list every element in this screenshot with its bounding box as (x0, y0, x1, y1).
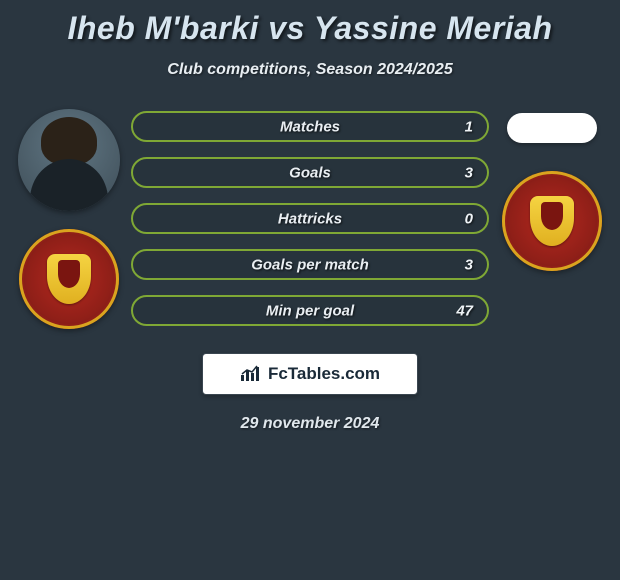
brand-badge: FcTables.com (202, 353, 418, 395)
stat-label: Matches (280, 118, 340, 135)
stat-row-goals: Goals 3 (131, 157, 489, 188)
stat-right-value: 1 (465, 118, 473, 135)
stat-row-min-per-goal: Min per goal 47 (131, 295, 489, 326)
player-right-club-crest (502, 171, 602, 271)
stat-row-hattricks: Hattricks 0 (131, 203, 489, 234)
stat-row-matches: Matches 1 (131, 111, 489, 142)
player-left-club-crest (19, 229, 119, 329)
player-left-column (6, 109, 131, 329)
player-right-column (489, 109, 614, 271)
stat-label: Goals per match (251, 256, 369, 273)
crest-shield-icon (47, 254, 91, 304)
bar-chart-icon (240, 365, 262, 383)
comparison-card: Iheb M'barki vs Yassine Meriah Club comp… (0, 0, 620, 433)
stat-label: Goals (289, 164, 331, 181)
stat-row-goals-per-match: Goals per match 3 (131, 249, 489, 280)
snapshot-date: 29 november 2024 (0, 415, 620, 433)
page-subtitle: Club competitions, Season 2024/2025 (0, 61, 620, 79)
stat-right-value: 3 (465, 256, 473, 273)
stat-right-value: 47 (456, 302, 473, 319)
stat-label: Hattricks (278, 210, 342, 227)
player-left-avatar (18, 109, 120, 211)
stat-right-value: 3 (465, 164, 473, 181)
stat-label: Min per goal (266, 302, 354, 319)
stats-list: Matches 1 Goals 3 Hattricks 0 Goals per … (131, 109, 489, 326)
crest-shield-icon (530, 196, 574, 246)
brand-label: FcTables.com (268, 364, 380, 384)
player-right-avatar-placeholder (507, 113, 597, 143)
stat-right-value: 0 (465, 210, 473, 227)
comparison-body: Matches 1 Goals 3 Hattricks 0 Goals per … (0, 109, 620, 329)
page-title: Iheb M'barki vs Yassine Meriah (0, 10, 620, 47)
